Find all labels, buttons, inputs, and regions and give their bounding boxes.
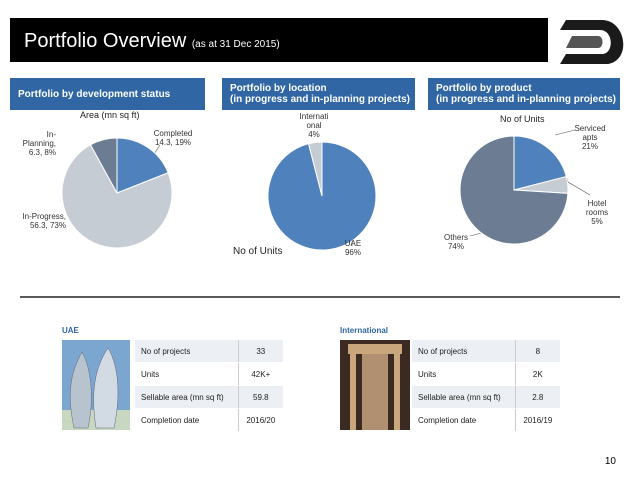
section-header: Portfolio by product (in progress and in… xyxy=(428,78,620,110)
pie-slice xyxy=(89,137,118,194)
pie-slice xyxy=(307,141,323,197)
label-part: 74% xyxy=(447,242,464,251)
section-header: Portfolio by development status xyxy=(10,78,205,110)
table-cell: Units xyxy=(412,362,516,386)
label-part: Hotel rooms xyxy=(585,199,609,217)
pie-slice xyxy=(61,144,173,249)
pie-layer xyxy=(20,129,620,298)
label-part: 21% xyxy=(581,142,598,151)
label-part: Completed xyxy=(153,129,193,138)
pie-slice xyxy=(513,135,567,191)
pie-slice xyxy=(116,137,169,194)
pie-subtitle: No of Units xyxy=(500,114,545,124)
table-row: Sellable area (mn sq ft) 2.8 xyxy=(412,385,560,409)
label-part: 5% xyxy=(591,217,603,226)
slice-label: In-Progress, 56.3, 73% xyxy=(14,212,66,230)
table-cell: 2016/19 xyxy=(514,408,560,432)
label-part: 96% xyxy=(344,248,361,257)
table-cell: No of projects xyxy=(412,340,516,363)
label-part: UAE xyxy=(344,239,362,248)
table-cell: 42K+ xyxy=(237,362,283,386)
slice-label: Completed 14.3, 19% xyxy=(148,129,198,147)
international-image xyxy=(340,340,410,430)
pie-subtitle: No of Units xyxy=(233,246,283,257)
table-cell: Units xyxy=(135,362,239,386)
pie-slice xyxy=(459,135,569,245)
table-cell: 33 xyxy=(237,340,283,363)
table-row: Sellable area (mn sq ft) 59.8 xyxy=(135,385,283,409)
table-row: No of projects 33 xyxy=(135,340,283,363)
slice-label: Hotel rooms 5% xyxy=(582,199,612,226)
table-row: Completion date 2016/20 xyxy=(135,408,283,432)
slice-label: In-Planning, 6.3, 8% xyxy=(14,130,56,157)
info-table: No of projects 33 Units 42K+ Sellable area (… xyxy=(135,340,283,432)
leader xyxy=(564,171,591,196)
table-cell: Completion date xyxy=(412,408,516,432)
table-row: No of projects 8 xyxy=(412,340,560,363)
section-header: Portfolio by location (in progress and i… xyxy=(222,78,415,110)
table-cell: Sellable area (mn sq ft) xyxy=(135,385,239,409)
label-part: 14.3, 19% xyxy=(154,138,192,147)
table-cell: 8 xyxy=(514,340,560,363)
table-cell: 2.8 xyxy=(514,385,560,409)
slice-label: International 4% xyxy=(298,112,330,139)
label-part: Serviced apts xyxy=(574,124,606,142)
table-title: UAE xyxy=(62,326,79,335)
uae-image xyxy=(62,340,130,430)
table-cell: Completion date xyxy=(135,408,239,432)
label-part: Others xyxy=(443,233,468,242)
info-table: No of projects 8 Units 2K Sellable area (mn … xyxy=(412,340,560,432)
table-cell: 2K xyxy=(514,362,560,386)
label-part: 56.3, 73% xyxy=(29,221,66,230)
table-title: International xyxy=(340,326,389,335)
table-row: Units 42K+ xyxy=(135,362,283,386)
label-part: In-Planning, xyxy=(22,130,56,148)
slice-label: Others 74% xyxy=(440,233,472,251)
logo xyxy=(560,20,624,64)
title: Portfolio Overview xyxy=(24,30,187,52)
pie-subtitle: Area (mn sq ft) xyxy=(80,110,140,120)
label-part: In-Progress, xyxy=(22,212,66,221)
slice-label: Serviced apts 21% xyxy=(572,124,608,151)
table-cell: 59.8 xyxy=(237,385,283,409)
table-row: Completion date 2016/19 xyxy=(412,408,560,432)
page-number: 10 xyxy=(604,456,616,467)
table-cell: 2016/20 xyxy=(237,408,283,432)
table-cell: No of projects xyxy=(135,340,239,363)
slice-label: UAE 96% xyxy=(338,239,368,257)
table-row: Units 2K xyxy=(412,362,560,386)
table-cell: Sellable area (mn sq ft) xyxy=(412,385,516,409)
label-part: International xyxy=(299,112,329,130)
header-title: Portfolio Overview (as at 31 Dec 2015) xyxy=(24,30,280,53)
label-part: 6.3, 8% xyxy=(28,148,56,157)
header-bar xyxy=(10,18,548,62)
subtitle: (as at 31 Dec 2015) xyxy=(191,39,280,50)
label-part: 4% xyxy=(308,130,320,139)
leader xyxy=(554,129,576,136)
